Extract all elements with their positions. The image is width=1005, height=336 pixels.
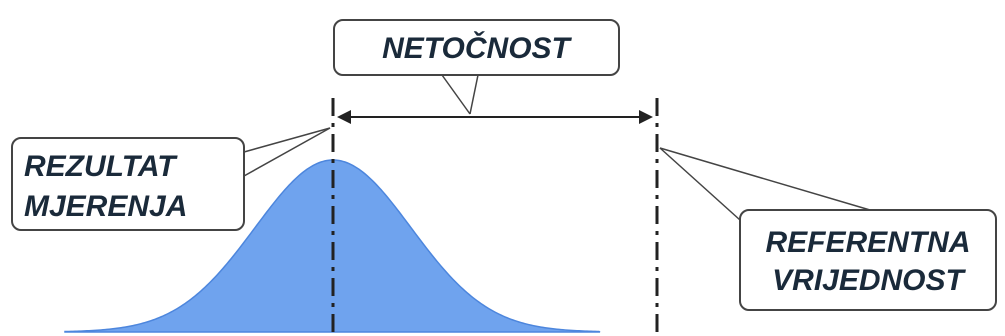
reference-value-label-line1: REFERENTNA — [765, 226, 970, 259]
inaccuracy-callout: NETOČNOST — [333, 19, 620, 115]
inaccuracy-arrow — [337, 110, 653, 124]
reference-value-callout: REFERENTNA VRIJEDNOST — [659, 147, 997, 311]
measurement-result-callout: REZULTAT MJERENJA — [11, 127, 331, 231]
reference-value-label-line2: VRIJEDNOST — [772, 264, 966, 297]
measurement-result-label-line1: REZULTAT — [24, 150, 178, 183]
inaccuracy-label: NETOČNOST — [382, 31, 572, 65]
measurement-result-label-line2: MJERENJA — [24, 190, 187, 223]
